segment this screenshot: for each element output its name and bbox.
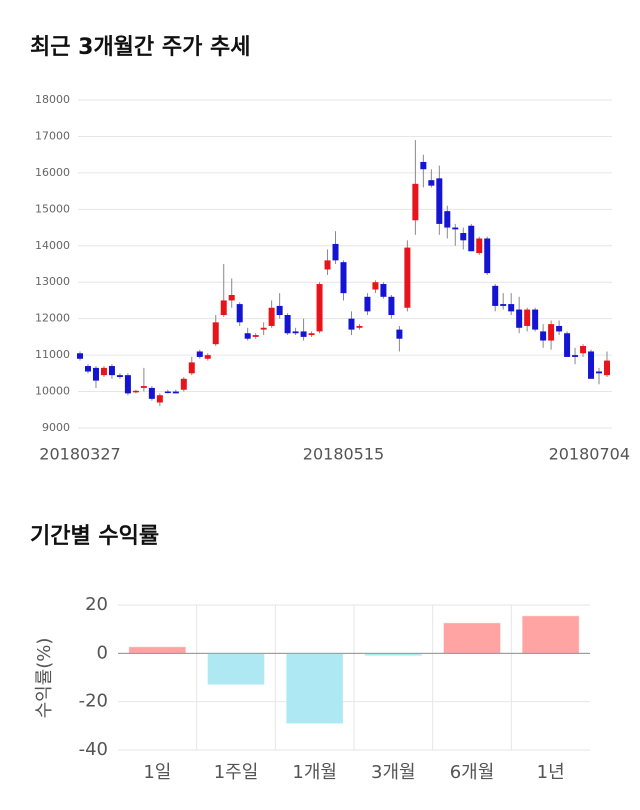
candle-body [236, 304, 243, 323]
candle-body [524, 309, 531, 326]
y-tick-label: 14000 [35, 239, 70, 252]
x-tick-label: 1년 [537, 762, 565, 783]
candle-body [220, 300, 227, 316]
bar [207, 652, 265, 685]
candle-body [460, 233, 467, 241]
x-tick-label: 20180327 [39, 445, 120, 464]
y-axis-label: 수익률(%) [34, 638, 55, 719]
x-tick-label: 3개월 [371, 762, 416, 783]
candle-body [604, 360, 610, 376]
candle-body [252, 335, 259, 337]
x-tick-label: 20180515 [303, 445, 384, 464]
candle-body [572, 355, 579, 357]
candle-body [92, 367, 99, 381]
candle-body [180, 378, 187, 390]
candle-body [268, 307, 275, 326]
candle-body [348, 318, 355, 330]
candle-body [132, 390, 139, 393]
candle-body [388, 296, 395, 316]
candle-body [428, 180, 435, 186]
chart-title: 기간별 수익률 [30, 524, 159, 549]
candle-body [324, 260, 331, 270]
candle-body [100, 367, 107, 376]
candle-body [508, 304, 515, 312]
candle-body [276, 305, 283, 316]
candle-body [412, 183, 419, 221]
candle-body [516, 309, 523, 328]
candle-body [164, 391, 171, 394]
candle-body [420, 161, 427, 170]
candle-body [364, 296, 371, 312]
candle-body [244, 333, 251, 339]
candle-body [580, 346, 587, 354]
candle-body [476, 238, 483, 254]
y-tick-label: 16000 [35, 166, 70, 179]
candle-body [172, 391, 179, 394]
candle-body [492, 285, 499, 306]
candle-body [204, 355, 211, 359]
y-tick-label: 15000 [35, 202, 70, 215]
y-tick-label: 9000 [42, 421, 70, 434]
candle-body [452, 227, 459, 230]
candle-body [404, 247, 411, 308]
candle-body [596, 371, 603, 374]
candle-body [484, 238, 491, 274]
candle-body [340, 262, 347, 294]
candle-body [468, 225, 475, 252]
candle-body [116, 375, 123, 377]
candle-body [436, 178, 443, 224]
x-tick-label: 20180704 [549, 445, 630, 464]
y-tick-label: 17000 [35, 129, 70, 142]
candle-body [228, 294, 235, 301]
candle-body [540, 331, 547, 341]
x-tick-label: 1일 [143, 762, 171, 783]
candle-body [196, 351, 203, 357]
y-tick-label: 11000 [35, 348, 70, 361]
candle-body [212, 322, 219, 345]
bar [443, 622, 501, 654]
candle-body [444, 211, 451, 228]
bar [286, 652, 344, 724]
candle-body [380, 284, 387, 297]
candle-body [260, 327, 267, 330]
candle-body [108, 366, 115, 376]
candle-body [372, 282, 379, 290]
candle-body [500, 304, 507, 306]
candle-body [308, 333, 315, 336]
candle-body [564, 333, 571, 357]
candle-body [532, 309, 539, 330]
candle-body [292, 331, 299, 334]
y-tick-label: 13000 [35, 275, 70, 288]
candle-body [588, 351, 595, 379]
x-tick-label: 1주일 [214, 762, 259, 783]
y-tick-label: 10000 [35, 385, 70, 398]
candle-body [77, 353, 83, 359]
y-tick-label: 0 [97, 642, 108, 663]
bar [128, 646, 186, 654]
candle-body [300, 331, 307, 337]
candle-body [284, 315, 291, 334]
candle-body [188, 362, 195, 374]
y-tick-label: 18000 [35, 93, 70, 106]
y-tick-label: -20 [79, 691, 108, 712]
x-tick-label: 1개월 [292, 762, 337, 783]
candle-body [156, 395, 163, 403]
y-tick-label: 20 [85, 594, 108, 615]
y-tick-label: 12000 [35, 312, 70, 325]
candle-body [148, 387, 155, 399]
candle-body [84, 366, 91, 372]
candle-body [548, 324, 555, 341]
candle-body [556, 325, 563, 332]
x-tick-label: 6개월 [450, 762, 495, 783]
candle-body [316, 284, 323, 332]
y-tick-label: -40 [79, 739, 108, 760]
chart-title: 최근 3개월간 주가 추세 [30, 35, 250, 60]
candle-body [332, 243, 339, 261]
bar [522, 615, 580, 654]
candle-body [124, 375, 131, 394]
candle-body [356, 325, 363, 328]
candle-body [396, 329, 403, 339]
candle-body [140, 386, 147, 388]
